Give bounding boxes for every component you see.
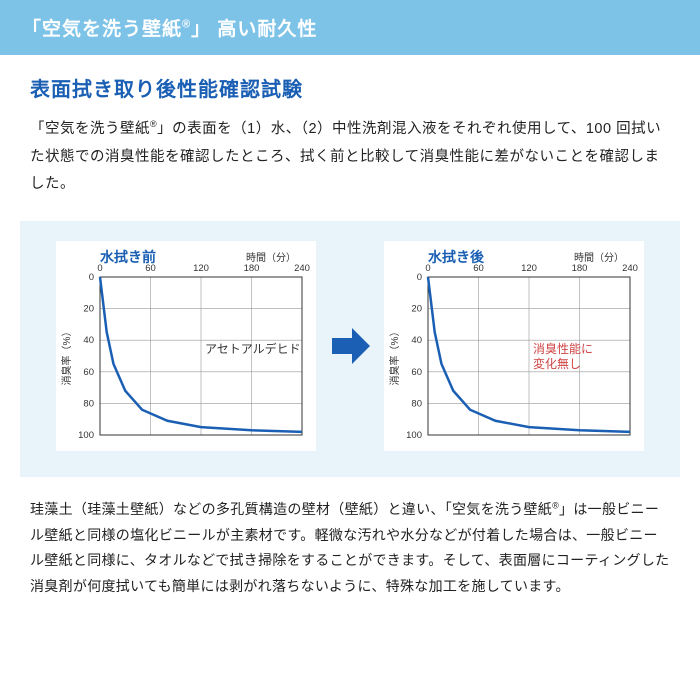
svg-text:消臭性能に: 消臭性能に — [533, 340, 593, 355]
chart-after: 水拭き後 時間（分） 060120180240020406080100消臭率（%… — [384, 241, 644, 451]
svg-text:120: 120 — [521, 263, 537, 274]
svg-text:40: 40 — [411, 335, 422, 346]
svg-text:120: 120 — [193, 263, 209, 274]
chart-after-title: 水拭き後 — [428, 247, 484, 267]
svg-text:240: 240 — [294, 263, 310, 274]
chart-after-xlabel: 時間（分） — [574, 249, 624, 264]
svg-text:20: 20 — [83, 303, 94, 314]
svg-text:60: 60 — [83, 366, 94, 377]
arrow-icon — [328, 324, 372, 368]
banner-text-pre: 「空気を洗う壁紙 — [22, 19, 182, 40]
svg-text:消臭率（%）: 消臭率（%） — [388, 326, 401, 385]
chart-before-svg: 060120180240020406080100消臭率（%）アセトアルデヒド — [56, 241, 316, 451]
svg-text:100: 100 — [78, 430, 94, 441]
banner-text-post: 」 高い耐久性 — [191, 19, 317, 40]
content: 表面拭き取り後性能確認試験 「空気を洗う壁紙®」の表面を（1）水、（2）中性洗剤… — [0, 55, 700, 610]
charts-wrap: 水拭き前 時間（分） 0 60 120 180 240 0 20 40 60 80 100 消臭率（%… — [20, 221, 680, 477]
banner: 「空気を洗う壁紙®」 高い耐久性 — [0, 0, 700, 55]
intro-text: 「空気を洗う壁紙®」の表面を（1）水、（2）中性洗剤混入液をそれぞれ使用して、1… — [30, 116, 670, 199]
svg-text:変化無し: 変化無し — [533, 355, 581, 370]
svg-text:80: 80 — [411, 398, 422, 409]
svg-text:0: 0 — [417, 272, 422, 283]
svg-text:80: 80 — [83, 398, 94, 409]
svg-text:180: 180 — [244, 263, 260, 274]
chart-before: 水拭き前 時間（分） 060120180240020406080100消臭率（%… — [56, 241, 316, 451]
svg-text:60: 60 — [411, 366, 422, 377]
footer-text: 珪藻土（珪藻土壁紙）などの多孔質構造の壁材（壁紙）と違い、「空気を洗う壁紙®」は… — [30, 497, 670, 601]
svg-text:180: 180 — [572, 263, 588, 274]
banner-reg: ® — [182, 19, 191, 31]
svg-text:アセトアルデヒド: アセトアルデヒド — [205, 340, 301, 355]
svg-text:100: 100 — [406, 430, 422, 441]
chart-after-svg: 060120180240020406080100消臭率（%）消臭性能に変化無し — [384, 241, 644, 451]
svg-text:40: 40 — [83, 335, 94, 346]
svg-text:0: 0 — [89, 272, 94, 283]
svg-text:消臭率（%）: 消臭率（%） — [60, 326, 73, 385]
chart-before-title: 水拭き前 — [100, 247, 156, 267]
svg-text:20: 20 — [411, 303, 422, 314]
svg-text:240: 240 — [622, 263, 638, 274]
chart-before-xlabel: 時間（分） — [246, 249, 296, 264]
section-title: 表面拭き取り後性能確認試験 — [30, 73, 670, 102]
